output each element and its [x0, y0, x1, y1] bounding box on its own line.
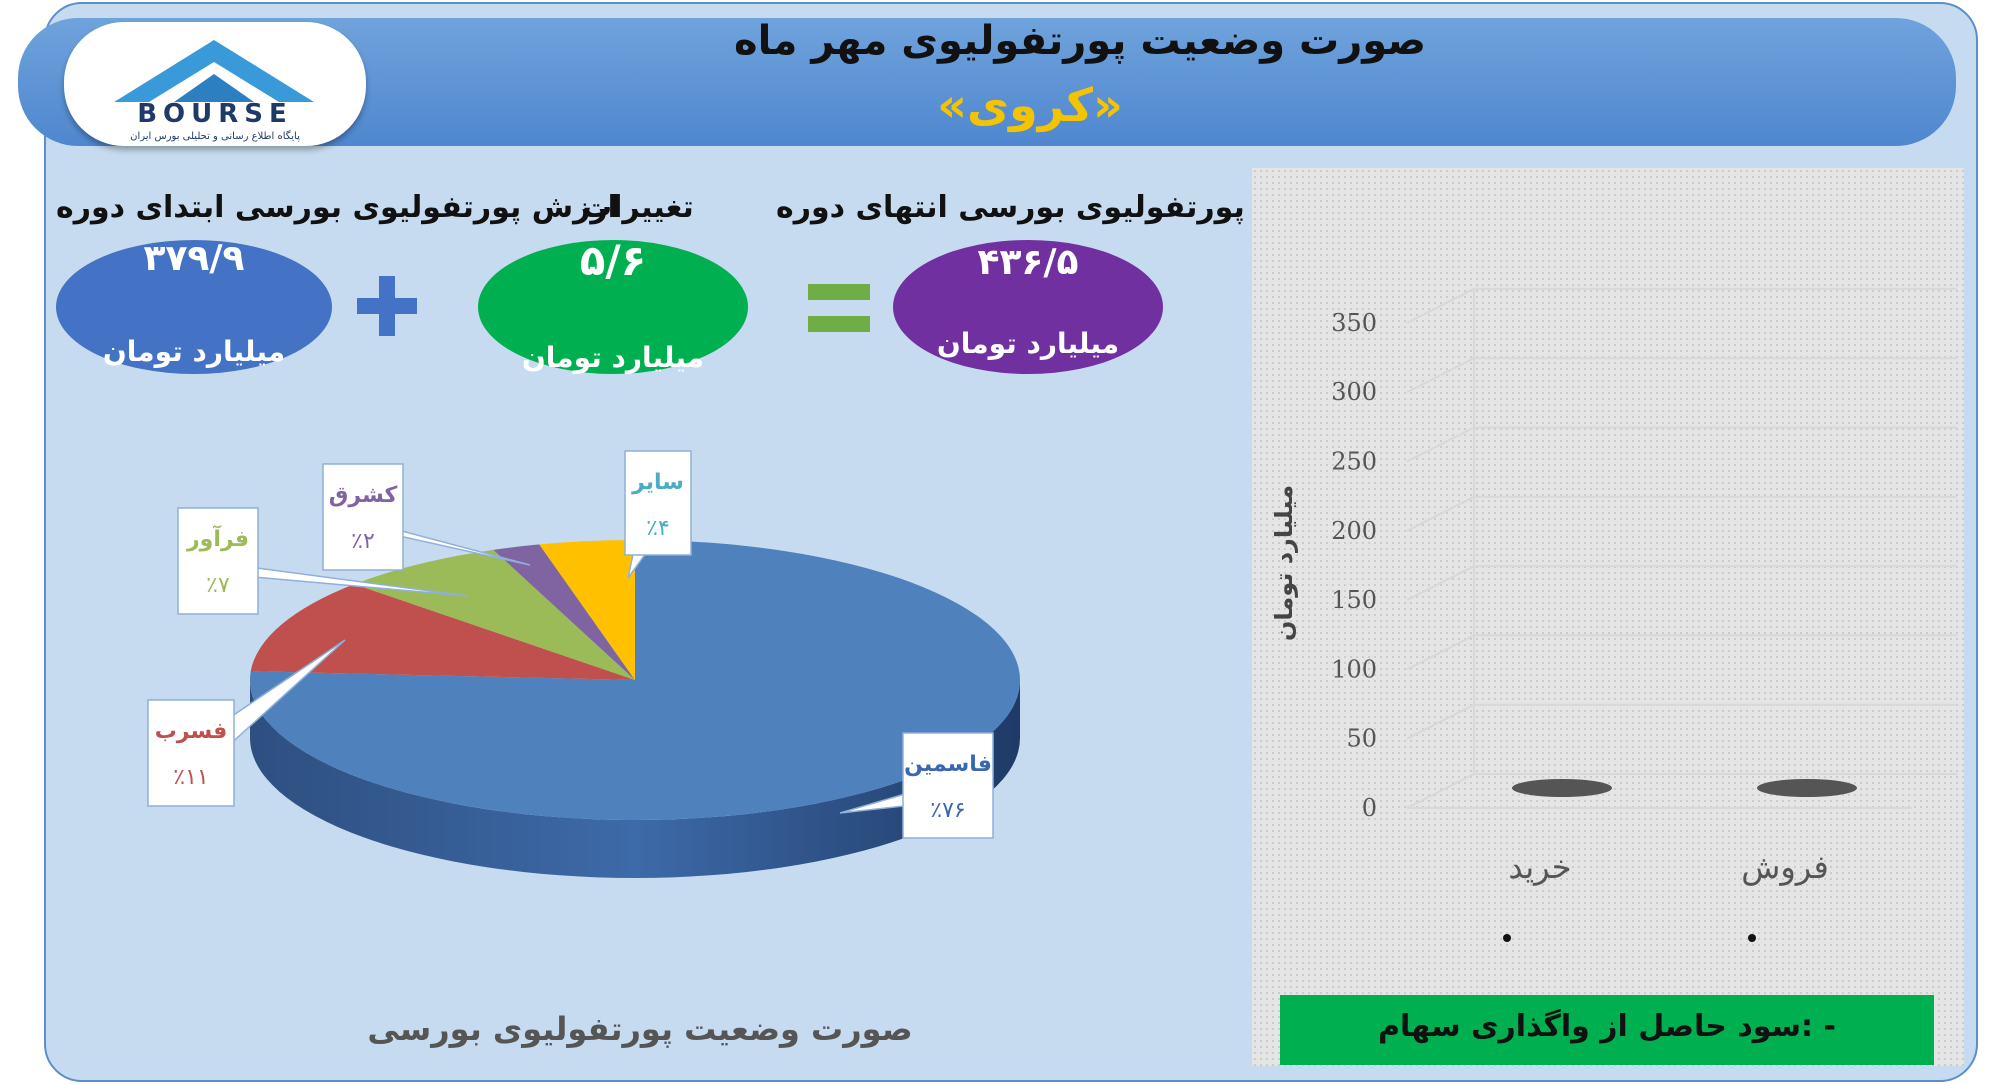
pie-side [250, 680, 1020, 878]
y-tick-label: 50 [1346, 725, 1377, 753]
pie-slice-4 [539, 540, 635, 680]
bar-0 [1512, 779, 1612, 797]
page-subtitle: «کروی» [937, 78, 1123, 132]
start-period-label: ارزش پورتفولیوی بورسی ابتدای دوره [56, 190, 618, 225]
grid-line [1406, 426, 1475, 463]
y-tick-label: 250 [1331, 448, 1377, 476]
equals-sign [808, 276, 870, 336]
callout-box-0 [902, 732, 994, 839]
callout-percent-2: ٪۷ [206, 573, 230, 598]
pie-caption: صورت وضعیت پورتفولیوی بورسی [367, 1010, 913, 1048]
y-tick-label: 300 [1331, 378, 1377, 406]
end-unit: میلیارد تومان [936, 327, 1120, 360]
callout-label-2: فرآور [186, 524, 249, 552]
callout-label-1: فسرب [155, 719, 228, 744]
start-unit: میلیارد تومان [102, 335, 286, 368]
bar-chart-area [1252, 168, 1964, 1066]
end-value: ۴۳۶/۵ [977, 242, 1079, 283]
y-tick-label: 0 [1362, 794, 1377, 822]
callout-0: فاسمین ٪۷۶ [839, 732, 994, 839]
pie-slice-1 [250, 584, 635, 680]
callout-percent-3: ٪۲ [351, 529, 375, 554]
start-value: ۳۷۹/۹ [143, 238, 245, 279]
x-tick-label-1: فروش [1741, 848, 1828, 886]
pie-slice-2 [354, 549, 635, 680]
y-tick-label: 200 [1331, 517, 1377, 545]
callout-label-4: سایر [631, 470, 684, 495]
callout-box-2 [177, 507, 259, 615]
start-value-ellipse: ۳۷۹/۹ میلیارد تومان [56, 238, 332, 374]
end-period-label: ارزش پورتفولیوی بورسی انتهای دوره [776, 190, 1342, 225]
callout-label-0: فاسمین [904, 752, 992, 777]
change-unit: میلیارد تومان [521, 341, 705, 374]
logo-text: BOURSE [137, 99, 293, 129]
y-tick-label: 150 [1331, 586, 1377, 614]
callout-4: سایر ٪۴ [624, 450, 692, 579]
grid-line [1406, 495, 1475, 532]
plus-sign [357, 276, 417, 336]
y-tick-label: 350 [1331, 309, 1377, 337]
callout-label-3: کشرق [329, 483, 398, 508]
callout-percent-1: ٪۱۱ [173, 765, 208, 790]
grid-line [1406, 565, 1475, 601]
marker-dot-0 [1503, 934, 1511, 942]
page-title: صورت وضعیت پورتفولیوی مهر ماه [734, 18, 1426, 64]
pie-chart: فاسمین ٪۷۶ فسرب ٪۱۱ فرآور ٪۷ کشرق ٪۲ سایر ٪۴ [147, 450, 1020, 878]
bourse-logo: BOURSE پایگاه اطلاع رسانی و تحلیلی بورس … [64, 22, 366, 146]
callout-3: کشرق ٪۲ [322, 463, 531, 571]
grid-line [1406, 288, 1475, 324]
logo-graphic: BOURSE پایگاه اطلاع رسانی و تحلیلی بورس … [114, 40, 314, 142]
callout-box-3 [322, 463, 404, 571]
changes-label: تغییرات [582, 190, 694, 225]
logo-subtext: پایگاه اطلاع رسانی و تحلیلی بورس ایران [130, 130, 300, 142]
grid-line [1406, 773, 1475, 809]
end-value-ellipse: ۴۳۶/۵ میلیارد تومان [893, 240, 1163, 374]
callout-2: فرآور ٪۷ [177, 507, 469, 615]
bar-chart: 0 50 100 150 200 250 300 350 خرید فروش میلیارد ت… [1270, 287, 1957, 942]
callout-box-1 [147, 699, 235, 807]
bar-1 [1757, 779, 1857, 797]
y-axis-label: میلیارد تومان [1270, 485, 1298, 641]
profit-footer: سود حاصل از واگذاری سهام: - [1280, 995, 1934, 1065]
callout-percent-0: ٪۷۶ [930, 798, 965, 823]
marker-dot-1 [1748, 934, 1756, 942]
callout-1: فسرب ٪۱۱ [147, 639, 346, 807]
grid-line [1406, 634, 1475, 671]
change-value-ellipse: ۵/۶ میلیارد تومان [478, 236, 748, 374]
pie-slice-3 [493, 544, 635, 680]
y-tick-label: 100 [1331, 655, 1377, 683]
grid-line [1406, 357, 1475, 394]
pie-slice-0 [249, 540, 1020, 820]
callout-percent-4: ٪۴ [646, 516, 670, 541]
grid-line [1406, 703, 1475, 740]
profit-text: سود حاصل از واگذاری سهام: - [1378, 1009, 1836, 1044]
x-tick-label-0: خرید [1508, 848, 1571, 886]
change-value: ۵/۶ [579, 236, 647, 285]
callout-box-4 [624, 450, 692, 556]
